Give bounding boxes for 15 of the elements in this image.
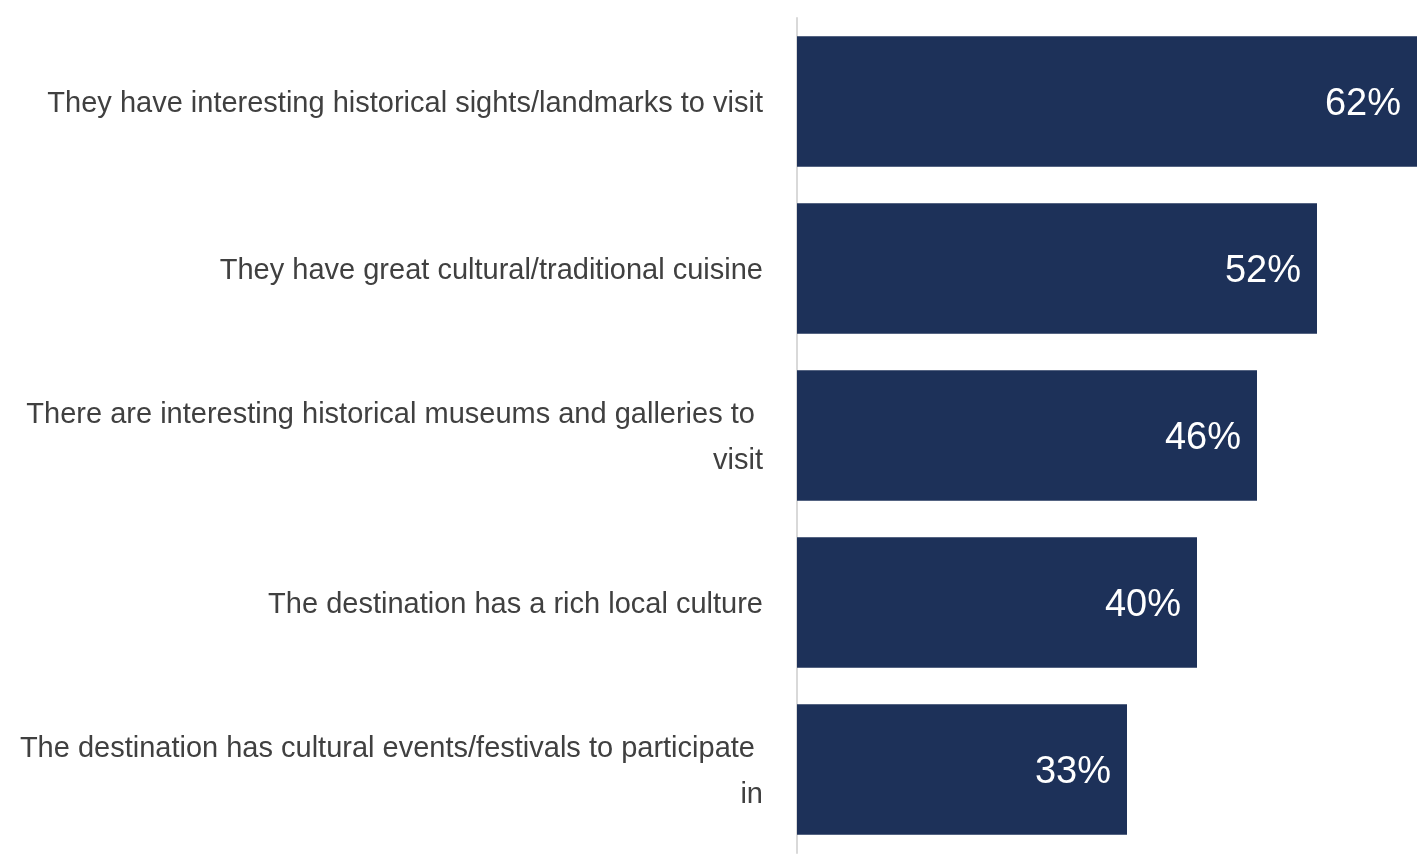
bar xyxy=(797,537,1197,668)
data-label: 62% xyxy=(1324,80,1401,123)
y-tick-label: They have interesting historical sights/landmarks to visit xyxy=(47,85,763,118)
data-label: 46% xyxy=(1164,414,1241,457)
y-tick-label: The destination has a rich local culture xyxy=(268,586,763,619)
data-label: 40% xyxy=(1104,581,1181,624)
y-tick-label: There are interesting historical museums and galleries to visit xyxy=(26,396,763,475)
bar xyxy=(797,370,1257,501)
data-label: 33% xyxy=(1034,748,1111,791)
y-tick-label: They have great cultural/traditional cuisine xyxy=(219,252,763,285)
y-tick-label: The destination has cultural events/festivals to participate in xyxy=(19,730,763,809)
bar xyxy=(797,704,1127,835)
bar xyxy=(797,36,1417,167)
bar xyxy=(797,203,1317,334)
data-label: 52% xyxy=(1224,247,1301,290)
